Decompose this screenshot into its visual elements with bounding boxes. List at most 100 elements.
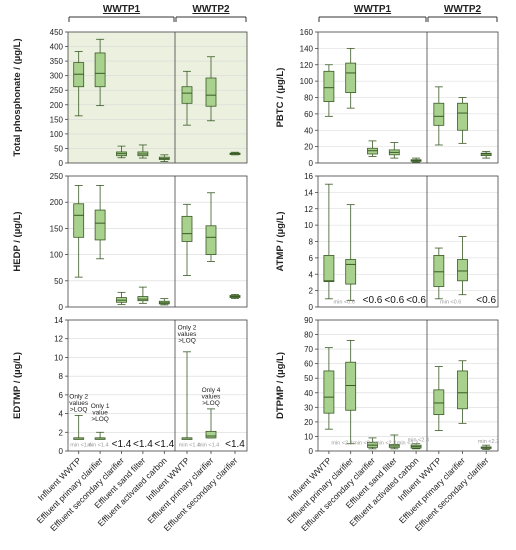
box-5: [181, 70, 193, 126]
y-tick-label: 20: [304, 418, 313, 427]
box-1: [94, 431, 106, 440]
y-axis-label: DTPMP / (µg/L): [275, 352, 286, 419]
box-6: [205, 192, 217, 262]
panel-total-phosphonate: 0 50 100 150 200 250 300 350 400 450 Total phospho…: [12, 28, 248, 168]
y-tick-label: 8: [309, 238, 314, 247]
box-2: [367, 437, 378, 450]
box-iqr: [323, 370, 335, 414]
y-tick-label: 200: [50, 198, 64, 207]
highlight-background: [68, 32, 247, 163]
annotation-small: min <2.3: [408, 438, 429, 444]
y-tick-label: 4: [309, 270, 314, 279]
panel-atmp: 0 2 4 6 8 10 12 14 16 ATMP / (µg/L) min <0.6 min <0…: [275, 172, 499, 312]
box-5: [181, 351, 193, 440]
box-1: [94, 185, 106, 260]
box-iqr: [205, 225, 217, 255]
y-tick-label: 100: [300, 77, 314, 86]
y-axis-label: EDTMP / (µg/L): [12, 352, 23, 419]
y-tick-label: 10: [54, 353, 63, 362]
annotation-big: <1.4: [225, 439, 245, 450]
y-tick-label: 0: [309, 303, 314, 312]
box-7: [480, 444, 492, 450]
y-tick-label: 6: [59, 391, 64, 400]
annotation-big: <0.6: [384, 295, 404, 306]
y-tick-label: 350: [50, 57, 64, 66]
y-tick-label: 80: [304, 94, 313, 103]
panel-hedp: 0 50 100 150 200 250 HEDP / (µg/L): [12, 172, 248, 312]
annotation-small: min <1.4: [198, 442, 219, 448]
annotation-small: min <1.4: [87, 442, 108, 448]
annotation-big: <0.6: [476, 295, 496, 306]
y-tick-label: 100: [50, 251, 64, 260]
y-tick-label: 250: [50, 172, 64, 181]
y-tick-label: 8: [59, 372, 64, 381]
box-5: [433, 86, 445, 146]
box-1: [345, 204, 357, 301]
box-7: [229, 294, 241, 300]
y-tick-label: 0: [59, 447, 64, 456]
annotation-small: min <2.3: [331, 440, 352, 446]
y-tick-label: 120: [300, 61, 314, 70]
y-tick-label: 2: [59, 428, 64, 437]
box-4: [158, 298, 170, 306]
annotation-note: >LOQ: [91, 416, 109, 423]
annotation-small: min <2.3: [353, 440, 374, 446]
box-iqr: [457, 259, 468, 282]
box-5: [433, 366, 445, 432]
box-2: [116, 145, 127, 159]
y-tick-label: 150: [50, 224, 64, 233]
annotation-note: values: [202, 394, 222, 401]
annotation-note: >LOQ: [202, 400, 220, 407]
annotation-small: min <0.6: [334, 300, 355, 306]
box-2: [116, 291, 127, 305]
annotation-note: values: [178, 331, 198, 338]
y-tick-label: 16: [304, 172, 313, 181]
box-4: [158, 154, 170, 162]
annotation-note: Only 4: [202, 387, 221, 394]
y-tick-label: 70: [304, 345, 313, 354]
annotation-big: <0.6: [363, 295, 383, 306]
box-iqr: [433, 255, 445, 287]
y-tick-label: 50: [304, 374, 313, 383]
annotation-note: value: [92, 410, 108, 417]
annotation-big: <1.4: [112, 439, 132, 450]
y-tick-label: 12: [304, 205, 313, 214]
y-tick-label: 50: [54, 144, 63, 153]
y-tick-label: 40: [304, 126, 313, 135]
y-axis-label: Total phosphonate / (µg/L): [12, 38, 23, 156]
group-label: WWTP2: [192, 4, 230, 15]
y-tick-label: 20: [304, 143, 313, 152]
box-iqr: [205, 430, 217, 439]
box-iqr: [137, 296, 149, 302]
y-tick-label: 14: [304, 188, 313, 197]
y-tick-label: 50: [54, 277, 63, 286]
box-1: [94, 38, 106, 107]
box-iqr: [94, 209, 106, 241]
plot-frame: [317, 31, 499, 164]
box-iqr: [323, 255, 335, 283]
box-4: [410, 443, 422, 450]
y-tick-label: 0: [59, 159, 64, 168]
y-tick-label: 14: [54, 316, 63, 325]
box-1: [345, 339, 357, 445]
annotation-note: values: [69, 400, 89, 407]
y-tick-label: 12: [54, 335, 63, 344]
box-iqr: [457, 370, 468, 410]
box-1: [345, 47, 357, 109]
box-0: [73, 185, 85, 278]
annotation-note: Only 2: [69, 394, 88, 401]
y-tick-label: 160: [300, 28, 314, 37]
y-tick-label: 6: [309, 254, 314, 263]
y-tick-label: 2: [309, 287, 314, 296]
box-iqr: [94, 52, 106, 88]
box-7: [229, 151, 241, 156]
group-label: WWTP1: [103, 4, 141, 15]
box-6: [205, 408, 217, 439]
y-tick-label: 140: [300, 44, 314, 53]
plot-frame: [317, 319, 499, 452]
annotation-note: >LOQ: [70, 407, 88, 414]
plot-frame: [67, 175, 248, 308]
box-7: [480, 151, 492, 159]
